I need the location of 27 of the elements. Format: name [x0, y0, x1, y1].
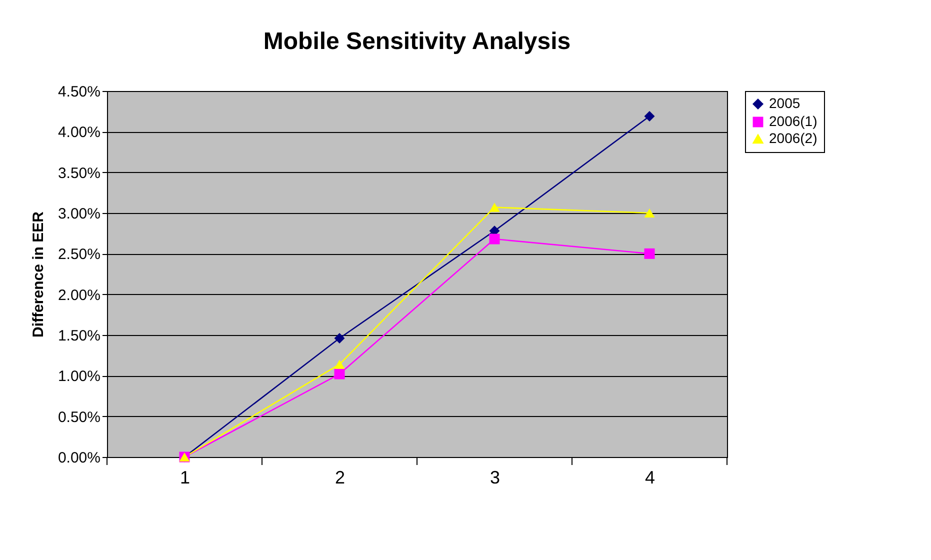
legend-label: 2006(2)	[769, 130, 818, 146]
point	[334, 368, 345, 380]
y-tick-label: 3.00%	[58, 206, 100, 222]
y-tick-label: 2.00%	[58, 286, 100, 304]
y-tick-label: 0.00%	[58, 450, 100, 466]
x-tick-label: 4	[644, 468, 656, 488]
point	[644, 110, 655, 122]
x-tick-label: 2	[334, 468, 346, 488]
chart-title: Mobile Sensitivity Analysis	[263, 28, 571, 55]
y-tick-label: 1.50%	[58, 328, 100, 344]
x-tick-label: 1	[180, 468, 190, 488]
point	[644, 208, 655, 218]
legend-label: 2005	[769, 95, 800, 111]
point	[489, 202, 500, 212]
y-tick-label: 2.50%	[58, 246, 100, 264]
point	[489, 234, 500, 244]
y-tick-label: 3.50%	[58, 164, 100, 182]
point	[644, 248, 655, 259]
y-tick-label: 1.00%	[58, 368, 100, 386]
point	[334, 360, 345, 369]
x-tick-label: 3	[490, 468, 500, 488]
y-tick-label: 0.50%	[58, 408, 100, 426]
y-axis-title: Difference in EER	[30, 211, 47, 338]
y-tick-label: 4.00%	[58, 124, 100, 142]
y-tick-label: 4.50%	[58, 84, 100, 100]
legend-label: 2006(1)	[769, 113, 818, 129]
point	[334, 333, 345, 344]
